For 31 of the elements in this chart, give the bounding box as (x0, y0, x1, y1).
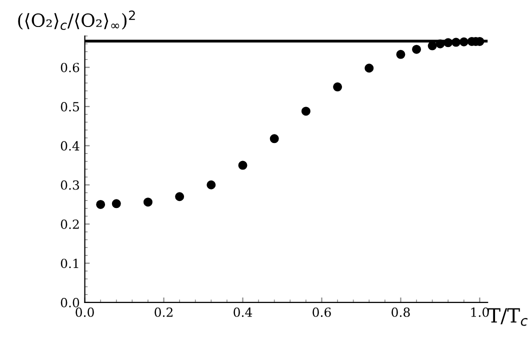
point (412, 44, 422, 54)
x-tick-label: 0.6 (312, 307, 331, 317)
point (301, 106, 310, 116)
point (333, 82, 342, 92)
point (143, 198, 152, 207)
y-tick-label: 0.4 (60, 141, 80, 151)
point (459, 37, 468, 46)
y-axis-title: (⟨O₂⟩$_{c}$/⟨O₂⟩$_{∞}$)$^{2}$ (18, 10, 135, 30)
x-tick-label: 0.8 (392, 307, 410, 317)
y-tick-label: 0.3 (60, 180, 80, 190)
x-tick-label: 0.2 (154, 307, 172, 317)
point (396, 50, 406, 59)
x-tick-label: 1.0 (471, 307, 489, 317)
y-tick-label: 0.2 (60, 220, 79, 229)
x-axis-title: T/T$_{c}$ (488, 308, 528, 326)
y-tick-label: 0.5 (60, 102, 79, 112)
y-tick-label: 0.6 (60, 62, 80, 72)
x-tick-label: 0.4 (234, 307, 252, 317)
point (452, 38, 461, 47)
point (364, 64, 374, 73)
y-tick-label: 0.1 (60, 258, 78, 268)
point (206, 180, 216, 190)
point (112, 199, 121, 208)
point (175, 192, 184, 202)
y-tick-label: 0.0 (60, 298, 80, 308)
point (444, 38, 453, 48)
point (238, 160, 248, 170)
point (436, 39, 445, 48)
point (96, 200, 106, 209)
point (270, 134, 279, 144)
x-tick-label: 0.0 (76, 307, 94, 317)
